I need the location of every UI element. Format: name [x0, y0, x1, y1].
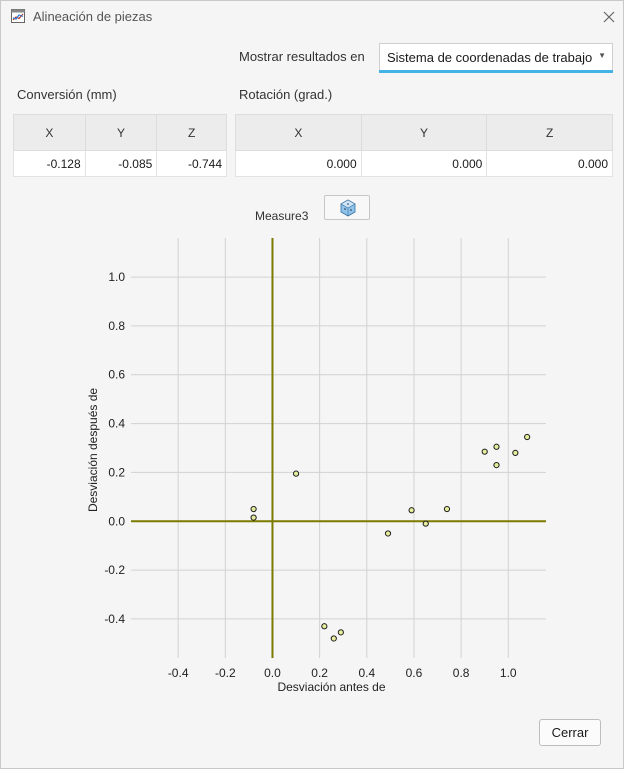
y-tick-label: -0.2 [104, 563, 125, 577]
rotation-z-value: 0.000 [486, 150, 613, 177]
rotation-x-value: 0.000 [235, 150, 362, 177]
y-tick-label: 0.6 [108, 368, 125, 382]
y-tick-label: 1.0 [108, 270, 125, 284]
x-axis-label: Desviación antes de [277, 680, 385, 694]
x-tick-label: 0.4 [358, 666, 375, 680]
y-tick-label: 0.0 [108, 514, 125, 528]
data-point [321, 623, 328, 630]
close-button[interactable]: Cerrar [539, 719, 601, 746]
data-point [524, 433, 531, 441]
coordinate-system-value: Sistema de coordenadas de trabajo [387, 50, 593, 65]
data-point [250, 505, 257, 513]
column-header-y: Y [360, 114, 488, 151]
x-tick-label: 1.0 [500, 666, 517, 680]
close-icon[interactable] [599, 7, 619, 27]
data-point [292, 470, 300, 477]
y-tick-label: -0.4 [104, 612, 125, 626]
x-tick-label: 0.6 [406, 666, 423, 680]
column-header-y: Y [84, 114, 158, 151]
chevron-down-icon: ▼ [598, 51, 606, 60]
translation-y-value: -0.085 [84, 150, 158, 177]
measure-label: Measure3 [255, 209, 309, 223]
data-point [493, 443, 500, 450]
data-point [481, 448, 488, 455]
data-point [250, 514, 257, 521]
rotation-y-value: 0.000 [360, 150, 488, 177]
x-tick-label: -0.2 [215, 666, 236, 680]
x-tick-label: 0.8 [453, 666, 470, 680]
table-row: 0.000 0.000 0.000 [235, 150, 613, 177]
translation-x-value: -0.128 [13, 150, 86, 177]
x-tick-label: -0.4 [168, 666, 189, 680]
data-point [337, 629, 344, 636]
data-point [330, 635, 337, 642]
data-point [422, 520, 429, 527]
title-bar: Alineación de piezas [1, 1, 623, 33]
column-header-x: X [13, 114, 86, 151]
data-point [443, 505, 451, 513]
data-point [384, 530, 392, 537]
x-tick-label: 0.0 [264, 666, 281, 680]
rotation-label: Rotación (grad.) [239, 87, 333, 102]
deviation-scatter-chart: -0.4 -0.2 0.0 0.2 0.4 0.6 0.8 1.0 -0.4 -0.2 0.0 0.2… [86, 238, 546, 694]
data-point [512, 449, 519, 456]
measure-view-button[interactable] [324, 195, 370, 220]
translation-z-value: -0.744 [156, 150, 227, 177]
column-header-x: X [235, 114, 362, 151]
y-tick-label: 0.2 [108, 465, 125, 479]
translation-table: X Y Z -0.128 -0.085 -0.744 [13, 114, 227, 177]
cube-view-icon [340, 199, 356, 217]
x-tick-label: 0.2 [311, 666, 328, 680]
table-row: -0.128 -0.085 -0.744 [13, 150, 227, 177]
y-tick-label: 0.8 [108, 319, 125, 333]
column-header-z: Z [486, 114, 613, 151]
table-header-row: X Y Z [13, 114, 227, 151]
coordinate-system-select[interactable]: Sistema de coordenadas de trabajo ▼ [379, 43, 613, 72]
translation-label: Conversión (mm) [17, 87, 117, 102]
column-header-z: Z [156, 114, 227, 151]
show-results-label: Mostrar resultados en [239, 49, 365, 64]
data-point [408, 507, 415, 514]
y-axis-label: Desviación después de [86, 388, 100, 512]
data-point [493, 461, 500, 469]
select-focus-underline [379, 70, 613, 73]
chart-window-icon [11, 9, 25, 23]
rotation-table: X Y Z 0.000 0.000 0.000 [235, 114, 613, 177]
table-header-row: X Y Z [235, 114, 613, 151]
window-title: Alineación de piezas [33, 9, 153, 24]
y-tick-label: 0.4 [108, 417, 125, 431]
